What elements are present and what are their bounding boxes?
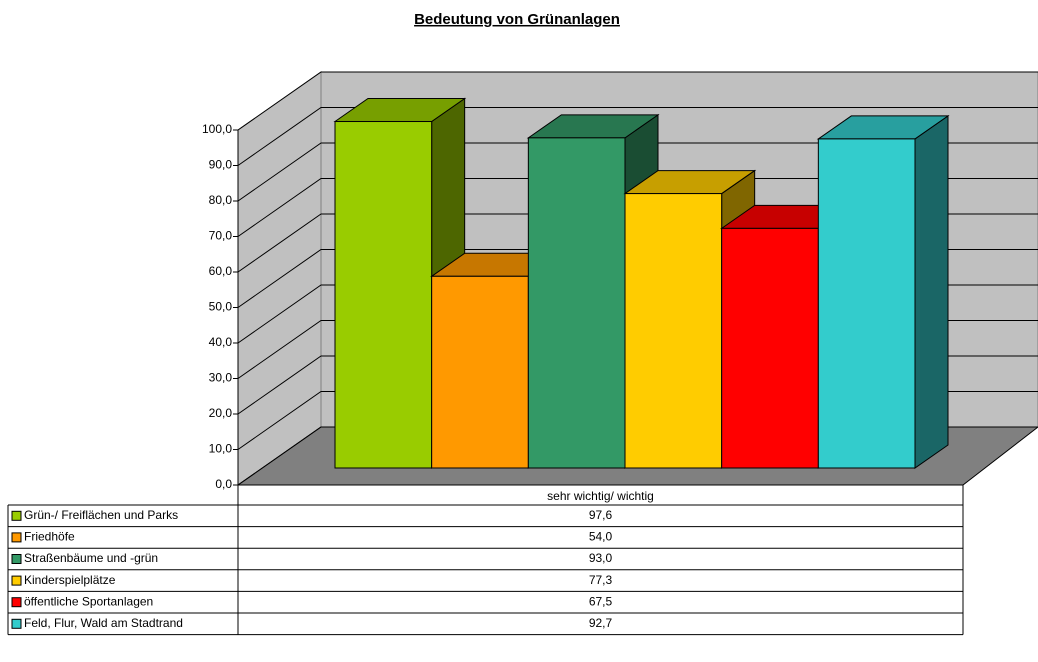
bar xyxy=(721,227,819,469)
legend-swatch xyxy=(11,618,22,629)
y-tick-label: 10,0 xyxy=(209,442,233,456)
legend-label: Friedhöfe xyxy=(24,530,75,544)
table-value: 92,7 xyxy=(589,616,613,630)
bar xyxy=(431,275,529,469)
table-value: 54,0 xyxy=(589,530,613,544)
y-tick-label: 20,0 xyxy=(209,406,233,420)
y-tick-label: 50,0 xyxy=(209,300,233,314)
bar xyxy=(624,193,723,469)
y-tick-label: 90,0 xyxy=(209,158,233,172)
bar-side xyxy=(914,114,949,469)
legend-swatch xyxy=(11,575,22,586)
legend-swatch xyxy=(11,510,22,521)
y-tick-label: 80,0 xyxy=(209,193,233,207)
grid-line xyxy=(237,178,1038,237)
category-header: sehr wichtig/ wichtig xyxy=(547,489,654,503)
legend-label: Feld, Flur, Wald am Stadtrand xyxy=(24,616,183,630)
y-tick-label: 30,0 xyxy=(209,371,233,385)
grid-line xyxy=(237,107,1038,166)
bar xyxy=(527,137,626,469)
legend-label: Straßenbäume und -grün xyxy=(24,551,158,565)
y-tick-label: 60,0 xyxy=(209,264,233,278)
table-value: 77,3 xyxy=(589,573,613,587)
bar xyxy=(817,138,916,469)
table-value: 93,0 xyxy=(589,551,613,565)
y-tick-label: 0,0 xyxy=(215,477,232,491)
y-tick-label: 100,0 xyxy=(202,122,232,136)
legend-label: öffentliche Sportanlagen xyxy=(24,594,153,608)
grid-line xyxy=(237,71,1038,131)
y-tick-label: 40,0 xyxy=(209,335,233,349)
table-value: 97,6 xyxy=(589,508,613,522)
y-tick-label: 70,0 xyxy=(209,229,233,243)
bar xyxy=(334,121,433,469)
legend-swatch xyxy=(11,554,22,564)
grid-line xyxy=(237,142,1038,202)
legend-swatch xyxy=(11,532,22,543)
table-value: 67,5 xyxy=(589,594,613,608)
legend-label: Kinderspielplätze xyxy=(24,573,116,587)
legend-label: Grün-/ Freiflächen und Parks xyxy=(24,508,178,522)
chart-title: Bedeutung von Grünanlagen xyxy=(414,11,620,28)
legend-swatch xyxy=(11,597,22,608)
